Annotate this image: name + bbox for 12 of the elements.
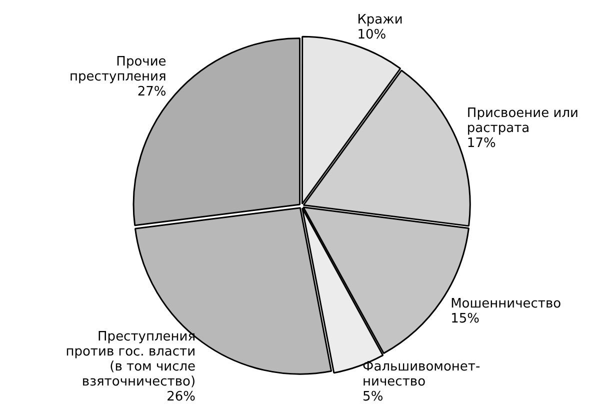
- slice-label: Фальшивомонет- ничество: [362, 359, 480, 390]
- slice-label: Кражи: [357, 12, 403, 28]
- data-label: 26%: [166, 389, 196, 404]
- slice-label: Преступления против гос. власти (в том числе взяточничество): [66, 329, 196, 390]
- data-label: 5%: [362, 389, 384, 404]
- slice-label: Мошенничество: [450, 296, 562, 312]
- data-label: 27%: [137, 84, 166, 100]
- data-label: 17%: [466, 136, 496, 151]
- slice-label: Прочие преступления: [70, 54, 166, 84]
- data-label: 15%: [450, 311, 480, 326]
- slice-label: Присвоение или растрата: [466, 106, 578, 136]
- data-label: 10%: [357, 27, 386, 42]
